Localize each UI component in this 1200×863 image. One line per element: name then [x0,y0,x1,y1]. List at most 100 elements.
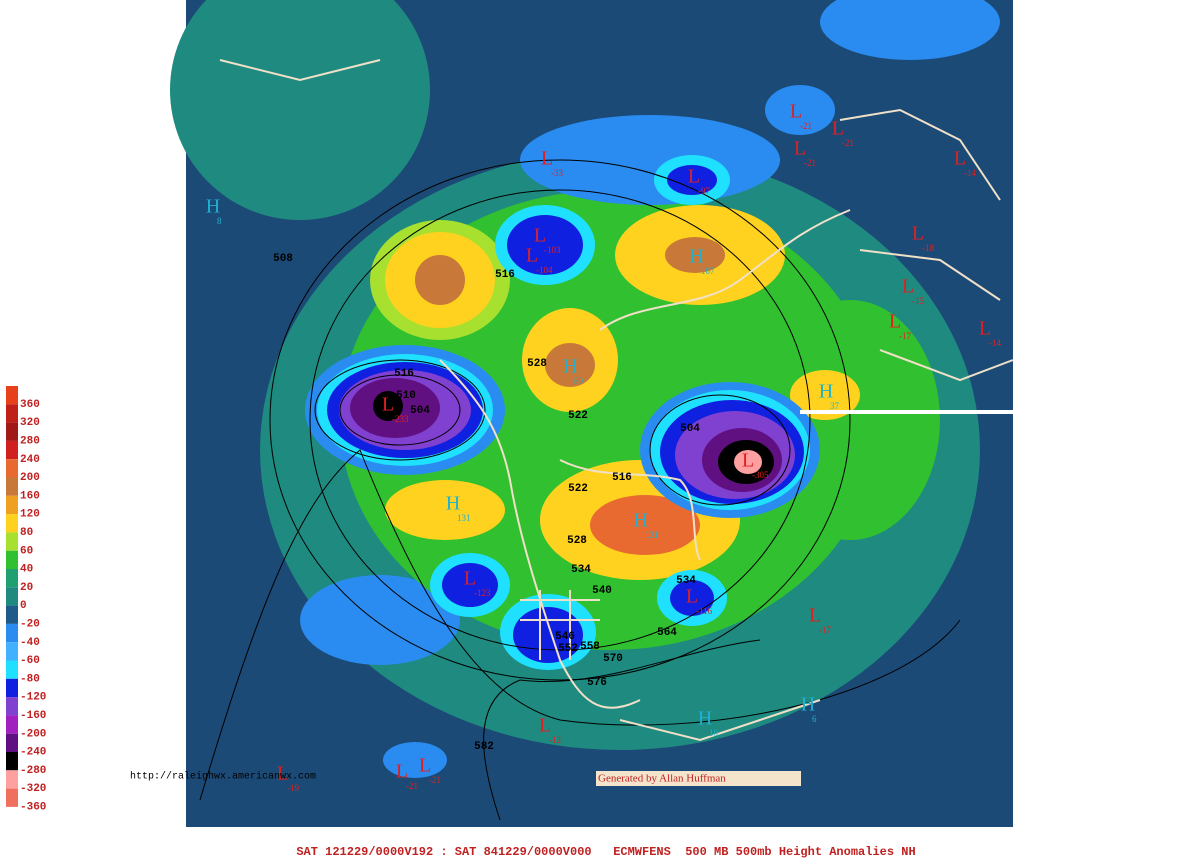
field [442,563,498,607]
contour-label: 522 [568,410,588,422]
pressure-value: -21 [429,775,441,785]
pressure-value: 37 [830,401,840,411]
pressure-value: -116 [696,606,713,616]
legend-label: -360 [20,802,46,814]
legend-swatch [6,550,18,569]
field [665,237,725,273]
legend-swatch [6,623,18,643]
pressure-value: -305 [752,470,769,480]
pressure-symbol: L [979,318,991,340]
contour-label: 570 [603,653,623,665]
legend-label: 320 [20,417,40,429]
pressure-value: -15 [912,296,924,306]
pressure-symbol: L [794,138,806,160]
field [300,575,460,665]
pressure-symbol: L [534,225,546,247]
legend-swatch [6,770,18,789]
legend-swatch [6,495,18,515]
field [507,215,583,275]
pressure-value: -17 [899,331,911,341]
field [667,165,717,195]
contour-label: 540 [592,585,612,597]
pressure-symbol: L [889,311,901,333]
contour-label: 552 [558,643,578,655]
pressure-value: -21 [406,781,418,791]
legend-swatch [6,404,18,423]
pressure-value: -18 [922,243,934,253]
pressure-value: -14 [989,338,1001,348]
pressure-value: 6 [812,714,817,724]
pressure-symbol: L [912,223,924,245]
legend-label: -20 [20,619,40,631]
legend-swatch [6,477,18,496]
legend-label: -60 [20,655,40,667]
legend-label: 240 [20,454,40,466]
field [415,255,465,305]
pressure-value: -233 [392,414,409,424]
contour-label: 528 [527,358,547,370]
legend-swatch [6,678,18,698]
legend-swatch [6,569,18,588]
pressure-symbol: H [801,694,815,716]
legend-swatch [6,715,18,734]
legend-swatch [6,440,18,460]
legend-label: 120 [20,509,40,521]
legend-label: -200 [20,728,46,740]
contour-label: 522 [568,483,588,495]
legend-swatch [6,459,18,478]
pressure-value: -97 [698,186,710,196]
legend-label: -120 [20,692,46,704]
pressure-value: -123 [474,588,491,598]
legend-label: 40 [20,564,33,576]
coastlines [219,59,1014,742]
legend-swatch [6,660,18,679]
pressure-symbol: L [809,605,821,627]
pressure-symbol: L [464,568,476,590]
low-east [640,382,820,518]
contour-label: 534 [676,575,696,587]
pressure-symbol: H [206,196,220,218]
contour-label: 516 [394,368,414,380]
legend-swatch [6,422,18,441]
credit-text: Generated by Allan Huffman [598,773,726,785]
legend-label: 0 [20,600,27,612]
pressure-symbol: H [698,708,712,730]
field [820,0,1000,60]
pressure-symbol: L [742,450,754,472]
legend-label: 200 [20,472,40,484]
contour-label: 534 [571,564,591,576]
pressure-symbol: L [688,166,700,188]
pressure-symbol: H [690,246,704,268]
pressure-value: -33 [551,168,563,178]
contour-label: 510 [396,390,416,402]
pressure-symbol: L [954,148,966,170]
legend-label: 160 [20,490,40,502]
field [670,580,714,616]
low-west [305,345,505,475]
field [590,495,700,555]
legend-label: 20 [20,582,33,594]
pressure-symbol: L [277,763,289,785]
footer-title: SAT 121229/0000V192 : SAT 841229/0000V00… [296,845,915,858]
field [385,480,505,540]
contour-label: 576 [587,677,607,689]
legend-swatch [6,642,18,661]
pressure-symbol: H [819,381,833,403]
pressure-symbol: L [832,118,844,140]
contour-label: 528 [567,535,587,547]
field [170,0,430,220]
contour-label: 516 [495,269,515,281]
legend-swatch [6,386,18,405]
pressure-value: 80 [574,376,584,386]
legend-swatch [6,587,18,606]
field [765,85,835,135]
pressure-symbol: L [902,276,914,298]
contour-label: 516 [612,472,632,484]
pressure-value: -17 [819,625,831,635]
legend-swatch [6,752,18,771]
contour-label: 558 [580,641,600,653]
field [383,742,447,778]
pressure-symbol: H [634,510,648,532]
